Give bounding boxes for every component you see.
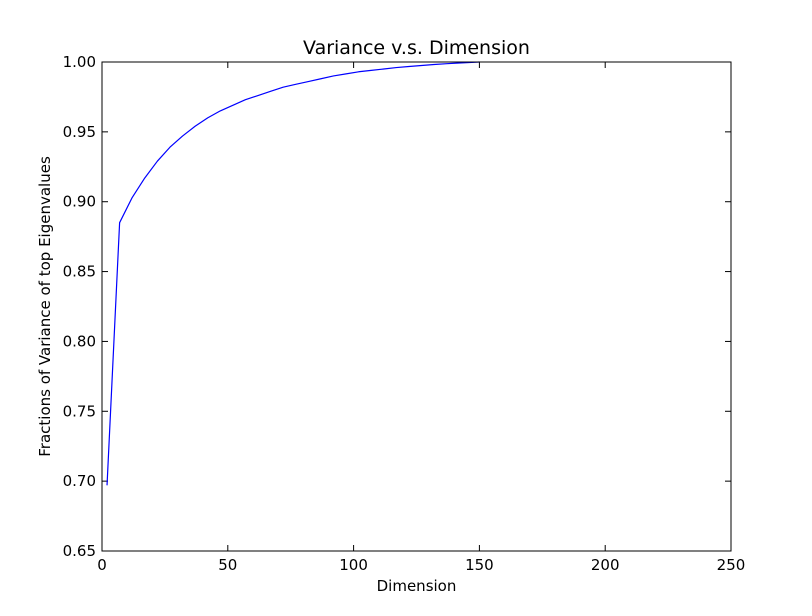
series-group — [106, 61, 480, 486]
y-tick-label: 1.00 — [63, 53, 96, 71]
x-tick-label: 50 — [218, 556, 237, 574]
plot-frame — [101, 61, 732, 552]
x-tick-label: 200 — [591, 556, 620, 574]
y-tick-label: 0.75 — [63, 402, 96, 420]
x-tick-label: 150 — [465, 556, 494, 574]
y-axis-label: Fractions of Variance of top Eigenvalues — [36, 156, 54, 457]
y-tick-label: 0.85 — [63, 263, 96, 281]
x-axis-label: Dimension — [377, 577, 457, 595]
y-tick-label: 0.70 — [63, 472, 96, 490]
y-tick-label: 0.95 — [63, 123, 96, 141]
y-tick-label: 0.80 — [63, 332, 96, 350]
y-tick-label: 0.90 — [63, 193, 96, 211]
y-tick-label: 0.65 — [63, 542, 96, 560]
axis-ticks: 0 50 100 150 200 250 0.65 0.70 0.75 0.80 0.85 0.90 0… — [63, 53, 746, 574]
x-tick-label: 250 — [717, 556, 746, 574]
series-line-0 — [106, 61, 480, 486]
x-tick-label: 100 — [339, 556, 368, 574]
chart-title: Variance v.s. Dimension — [303, 37, 530, 59]
x-tick-label: 0 — [97, 556, 107, 574]
